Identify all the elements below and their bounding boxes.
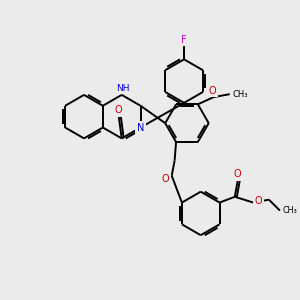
Text: CH₃: CH₃ [232, 90, 248, 99]
Text: O: O [234, 169, 242, 179]
Text: CH₃: CH₃ [283, 206, 297, 215]
Text: NH: NH [116, 84, 130, 93]
Text: F: F [181, 35, 187, 45]
Text: O: O [115, 105, 123, 115]
Text: O: O [161, 174, 169, 184]
Text: O: O [255, 196, 262, 206]
Text: N: N [137, 122, 144, 133]
Text: O: O [208, 86, 216, 96]
